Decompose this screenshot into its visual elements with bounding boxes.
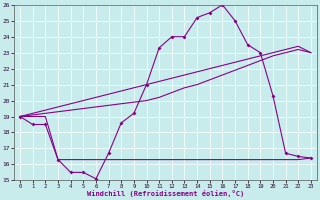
X-axis label: Windchill (Refroidissement éolien,°C): Windchill (Refroidissement éolien,°C) bbox=[87, 190, 244, 197]
